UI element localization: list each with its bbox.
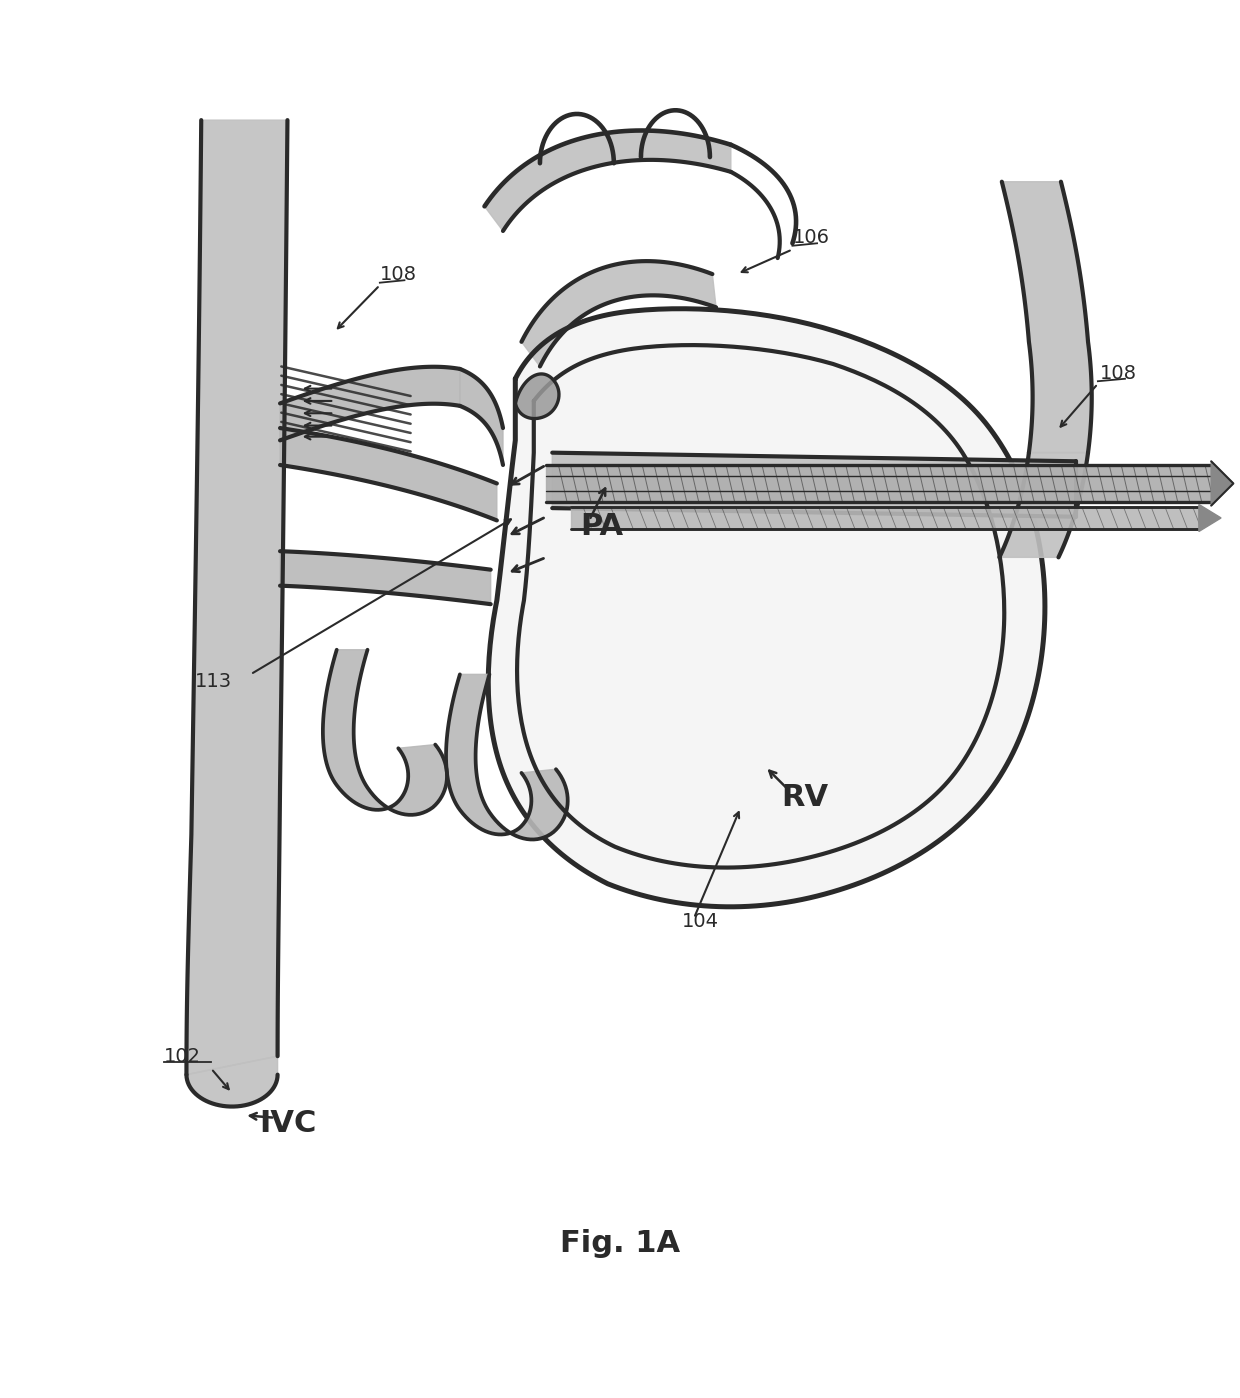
- Text: IVC: IVC: [259, 1110, 316, 1138]
- Text: PA: PA: [580, 512, 622, 541]
- Polygon shape: [546, 466, 1211, 502]
- Text: 106: 106: [792, 228, 830, 247]
- Polygon shape: [186, 120, 288, 1075]
- Polygon shape: [1211, 461, 1234, 506]
- Polygon shape: [570, 507, 1199, 528]
- Polygon shape: [322, 650, 446, 815]
- Polygon shape: [186, 1055, 278, 1107]
- Text: 108: 108: [1100, 363, 1137, 383]
- Polygon shape: [1002, 182, 1091, 453]
- Text: 104: 104: [682, 911, 719, 931]
- Polygon shape: [552, 453, 1076, 517]
- Polygon shape: [999, 453, 1087, 558]
- Polygon shape: [485, 130, 730, 231]
- Polygon shape: [522, 261, 715, 366]
- Polygon shape: [489, 309, 1045, 907]
- Text: 113: 113: [195, 671, 232, 691]
- Text: 108: 108: [379, 266, 417, 284]
- Text: RV: RV: [781, 783, 828, 812]
- Text: Fig. 1A: Fig. 1A: [560, 1229, 680, 1258]
- Polygon shape: [280, 428, 497, 520]
- Polygon shape: [280, 366, 460, 440]
- Polygon shape: [280, 551, 491, 604]
- Text: 102: 102: [164, 1047, 201, 1067]
- Polygon shape: [460, 369, 503, 466]
- Polygon shape: [516, 373, 559, 418]
- Polygon shape: [1199, 505, 1221, 531]
- Polygon shape: [446, 674, 568, 839]
